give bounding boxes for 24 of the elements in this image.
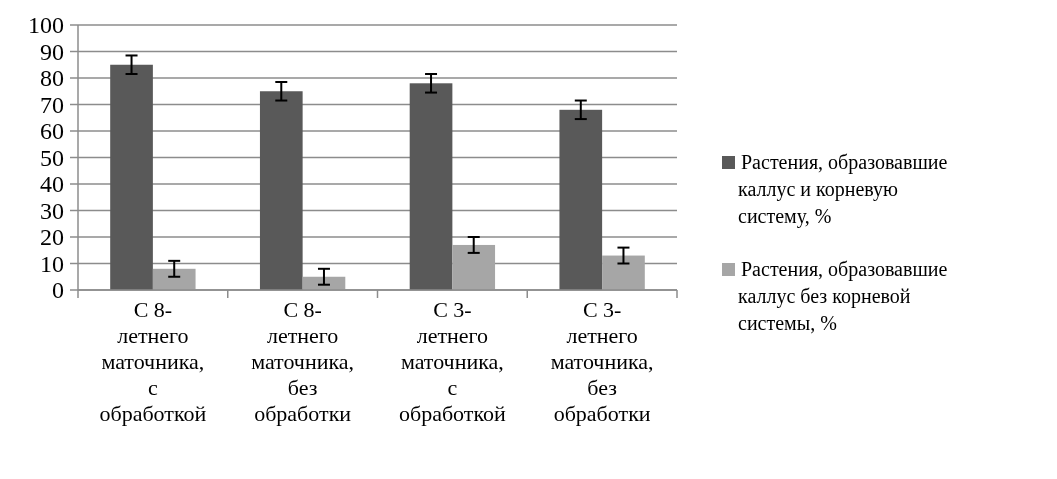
x-tick-label: С 3- летнего маточника, с обработкой [398,296,507,426]
y-tick-label: 100 [28,12,64,39]
x-tick-label: С 8- летнего маточника, с обработкой [99,296,207,426]
y-tick-label: 40 [40,171,64,198]
bar [152,268,196,290]
legend-label: Растения, образовавшие каллус и корневую систему, % [738,151,948,228]
y-tick-label: 30 [40,197,64,224]
legend-label: Растения, образовавшие каллус без корневой системы, % [738,258,948,334]
y-tick-label: 50 [40,144,64,171]
y-tick-label: 0 [52,277,64,304]
y-tick-label: 80 [40,65,64,92]
bar [602,255,645,290]
bar [110,64,153,290]
x-tick-label: С 8- летнего маточника, без обработки [251,296,355,426]
y-tick-label: 60 [40,118,64,145]
y-tick-label: 10 [40,250,64,277]
y-tick-label: 20 [40,224,64,251]
bar [409,83,453,290]
bar [452,244,496,290]
y-tick-label: 90 [40,38,64,65]
bar [559,109,603,290]
bar [259,91,303,290]
y-tick-label: 70 [40,91,64,118]
x-tick-label: С 3- летнего маточника, без обработки [550,296,654,426]
